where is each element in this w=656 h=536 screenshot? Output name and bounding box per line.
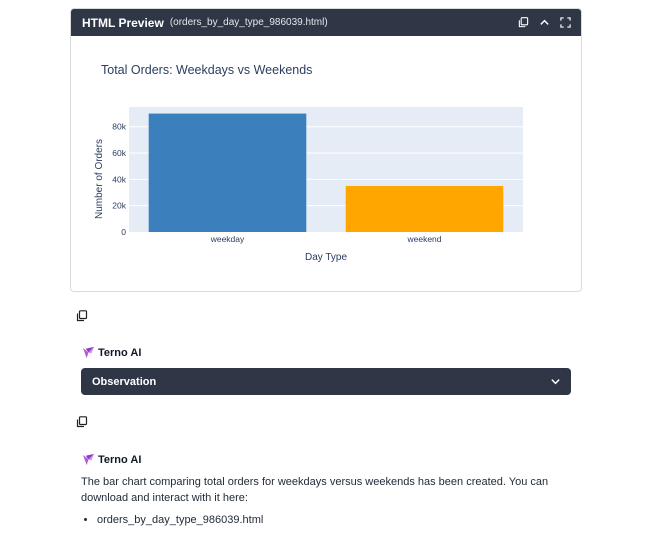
file-list: orders_by_day_type_986039.html	[81, 512, 263, 528]
chart-area: Total Orders: Weekdays vs Weekends 0 20k 4…	[71, 36, 581, 291]
terno-logo-icon	[82, 453, 95, 466]
observation-label: Observation	[92, 375, 157, 388]
copy-icon[interactable]	[76, 416, 88, 428]
agent-name: Terno AI	[98, 346, 142, 359]
y-tick-label: 80k	[112, 122, 126, 132]
y-tick-label: 20k	[112, 201, 126, 211]
preview-header: HTML Preview (orders_by_day_type_986039.…	[71, 9, 581, 36]
y-tick-label: 60k	[112, 148, 126, 158]
agent-name: Terno AI	[98, 453, 142, 466]
x-axis-label: Day Type	[305, 252, 347, 263]
y-tick-label: 40k	[112, 174, 126, 184]
preview-actions	[518, 17, 571, 28]
agent-header: Terno AI	[82, 346, 141, 359]
preview-filename: (orders_by_day_type_986039.html)	[169, 17, 328, 28]
agent-message: The bar chart comparing total orders for…	[81, 476, 549, 504]
expand-icon[interactable]	[560, 17, 571, 28]
x-tick-label: weekday	[210, 234, 245, 244]
preview-title: HTML Preview	[82, 15, 164, 30]
copy-icon[interactable]	[76, 310, 88, 322]
chart-title: Total Orders: Weekdays vs Weekends	[101, 63, 312, 77]
chevron-up-icon[interactable]	[539, 17, 550, 28]
file-link[interactable]: orders_by_day_type_986039.html	[97, 512, 263, 528]
observation-toggle[interactable]: Observation	[81, 368, 571, 395]
terno-logo-icon	[82, 346, 95, 359]
agent-header: Terno AI	[82, 453, 141, 466]
bar-weekend[interactable]	[345, 185, 504, 232]
html-preview-panel: HTML Preview (orders_by_day_type_986039.…	[70, 8, 582, 292]
y-tick-label: 0	[121, 227, 126, 237]
chevron-down-icon	[550, 376, 561, 387]
copy-icon[interactable]	[518, 17, 529, 28]
x-tick-label: weekend	[406, 234, 441, 244]
bar-weekday[interactable]	[148, 113, 307, 232]
y-axis-label: Number of Orders	[94, 139, 105, 219]
bar-chart: Total Orders: Weekdays vs Weekends 0 20k 4…	[94, 63, 523, 263]
